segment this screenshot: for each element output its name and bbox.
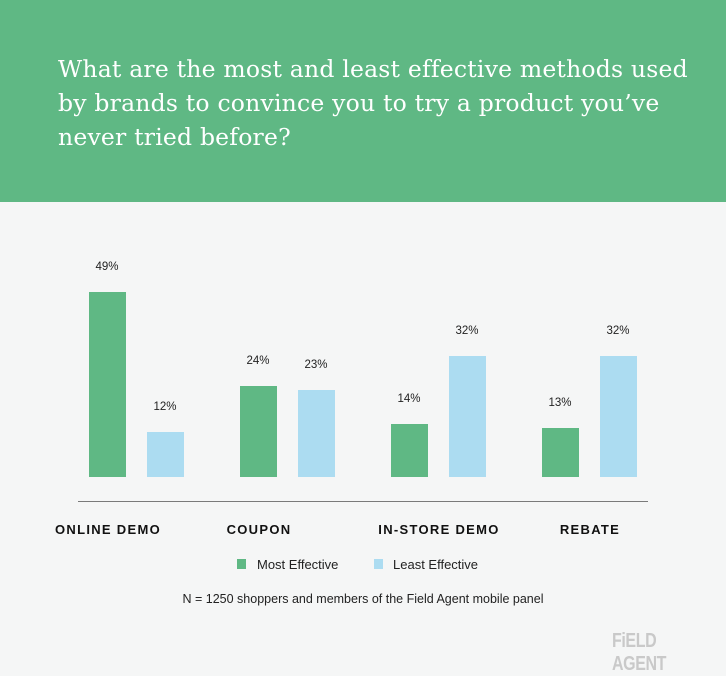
bar-least-coupon — [298, 390, 335, 477]
x-axis-line — [78, 501, 648, 502]
value-label-least-rebate: 32% — [606, 325, 630, 337]
value-label-least-coupon: 23% — [304, 359, 328, 371]
value-label-most-online-demo: 49% — [95, 261, 119, 273]
legend-most-swatch — [237, 559, 246, 569]
sample-size-note: N = 1250 shoppers and members of the Fie… — [182, 592, 544, 606]
chart-title: What are the most and least effective me… — [58, 55, 688, 151]
bar-most-coupon — [240, 386, 277, 477]
value-label-least-in-store-demo: 32% — [455, 325, 479, 337]
value-label-least-online-demo: 12% — [153, 401, 177, 413]
category-label-in-store-demo: IN-STORE DEMO — [378, 522, 500, 537]
bar-least-in-store-demo — [449, 356, 486, 477]
legend-least-label: Least Effective — [393, 557, 479, 572]
bar-least-rebate — [600, 356, 637, 477]
bar-most-online-demo — [89, 292, 126, 477]
legend-most-label: Most Effective — [257, 557, 339, 572]
bar-most-in-store-demo — [391, 424, 428, 477]
value-label-most-coupon: 24% — [246, 355, 270, 367]
value-label-most-rebate: 13% — [548, 397, 572, 409]
category-label-coupon: COUPON — [226, 522, 292, 537]
bar-most-rebate — [542, 428, 579, 477]
legend-least-swatch — [374, 559, 383, 569]
bar-least-online-demo — [147, 432, 184, 477]
header-banner: What are the most and least effective me… — [0, 0, 726, 202]
category-label-rebate: REBATE — [559, 522, 621, 537]
value-label-most-in-store-demo: 14% — [397, 393, 421, 405]
category-label-online-demo: ONLINE DEMO — [54, 522, 162, 537]
field-agent-logo: FiELD AGENT — [612, 630, 666, 675]
